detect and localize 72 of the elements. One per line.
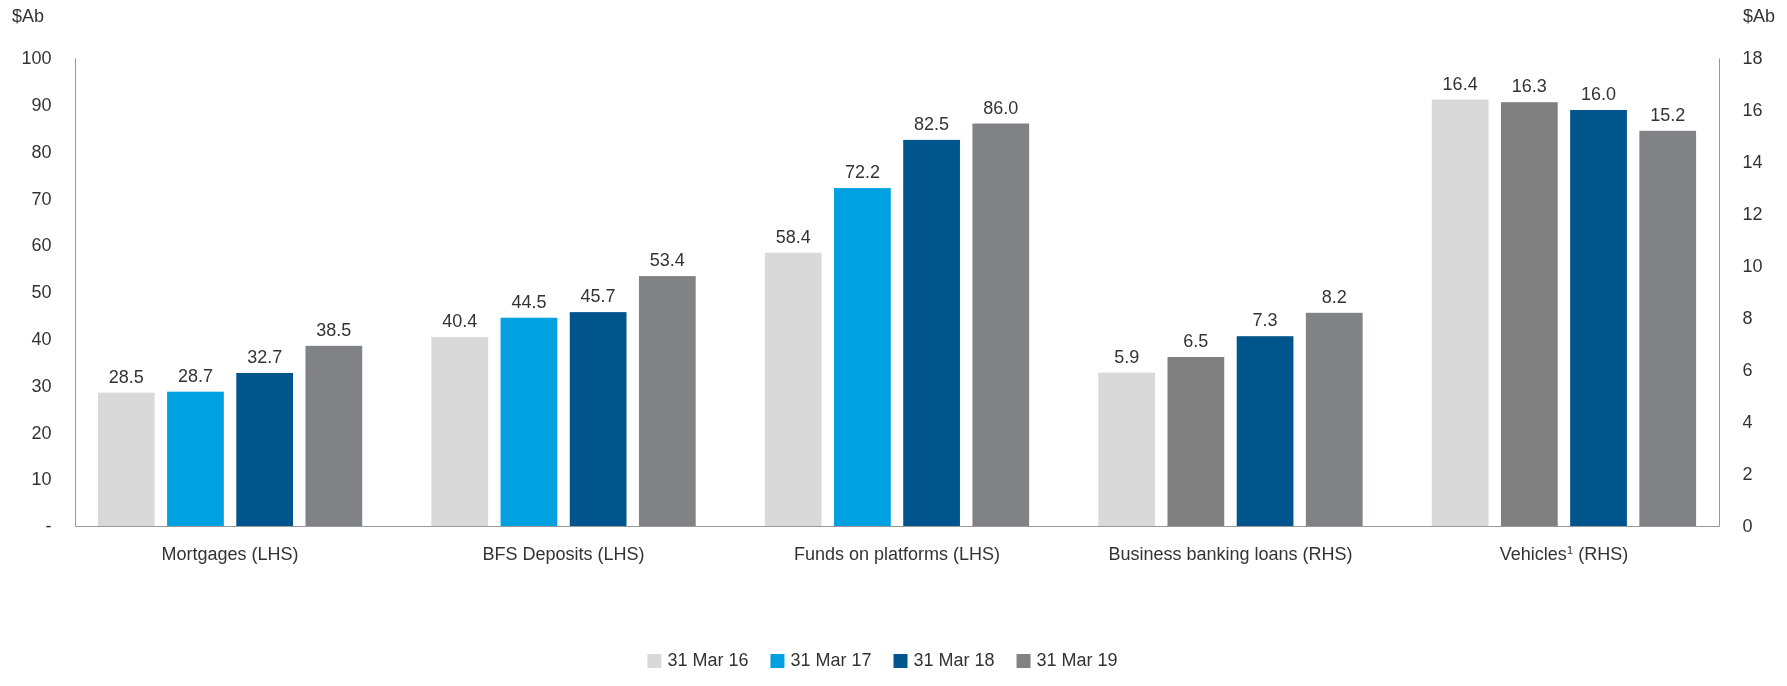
data-label: 53.4 bbox=[649, 250, 685, 271]
x-tick-label: Mortgages (LHS) bbox=[161, 544, 299, 564]
bar bbox=[638, 276, 696, 526]
bar bbox=[1639, 130, 1697, 526]
bar bbox=[97, 392, 155, 526]
y2-tick-label: 8 bbox=[1742, 308, 1753, 329]
y2-tick-label: 12 bbox=[1742, 204, 1763, 225]
data-label: 16.0 bbox=[1581, 84, 1617, 104]
y2-tick-label: 0 bbox=[1742, 516, 1753, 537]
legend-label: 31 Mar 18 bbox=[913, 650, 995, 670]
x-tick-label: Vehicles$^{1}$ (RHS) bbox=[1499, 542, 1629, 564]
data-label: 40.4 bbox=[442, 310, 478, 331]
bar bbox=[1500, 102, 1558, 526]
bar bbox=[305, 345, 363, 526]
data-label: 82.5 bbox=[914, 113, 950, 134]
x-tick-label: BFS Deposits (LHS) bbox=[482, 544, 645, 564]
data-label: 6.5 bbox=[1183, 331, 1209, 351]
data-label: 45.7 bbox=[580, 286, 616, 307]
y2-tick-label: 18 bbox=[1742, 48, 1763, 69]
y2-axis-title: $Ab bbox=[1742, 6, 1775, 26]
data-label: 16.4 bbox=[1442, 73, 1478, 94]
bar bbox=[167, 391, 224, 526]
y-tick-label: 40 bbox=[31, 329, 52, 350]
data-label: 38.5 bbox=[316, 319, 352, 340]
y-tick-label: 30 bbox=[31, 375, 52, 396]
bar bbox=[236, 372, 294, 526]
y-tick-label: 20 bbox=[31, 422, 52, 443]
legend-label: 31 Mar 17 bbox=[790, 650, 872, 670]
data-label: 28.5 bbox=[108, 366, 144, 387]
y-tick-label: - bbox=[45, 516, 52, 537]
x-tick-label: Business banking loans (RHS) bbox=[1108, 544, 1353, 564]
data-label: 58.4 bbox=[775, 226, 811, 247]
bar bbox=[1098, 372, 1156, 526]
y-tick-label: 50 bbox=[31, 282, 52, 303]
data-label: 32.7 bbox=[247, 346, 283, 367]
data-label: 28.7 bbox=[177, 365, 213, 386]
bar bbox=[1236, 336, 1294, 526]
data-label: 72.2 bbox=[844, 162, 880, 183]
bar bbox=[569, 312, 627, 526]
y2-tick-label: 10 bbox=[1742, 256, 1763, 277]
bar bbox=[834, 188, 891, 526]
y-tick-label: 100 bbox=[21, 48, 52, 69]
data-label: 44.5 bbox=[511, 291, 547, 312]
data-label: 15.2 bbox=[1650, 104, 1686, 125]
bar bbox=[972, 123, 1030, 526]
y2-tick-label: 14 bbox=[1742, 152, 1763, 173]
data-label: 16.3 bbox=[1511, 76, 1547, 97]
y2-tick-label: 2 bbox=[1742, 464, 1753, 485]
y-tick-label: 90 bbox=[31, 95, 52, 116]
bar bbox=[1570, 110, 1627, 526]
y-tick-label: 70 bbox=[31, 188, 52, 209]
bar bbox=[1431, 99, 1489, 526]
bar bbox=[431, 336, 489, 526]
y-tick-label: 80 bbox=[31, 141, 52, 162]
data-label: 8.2 bbox=[1321, 286, 1347, 307]
legend-label: 31 Mar 16 bbox=[667, 650, 749, 670]
bar bbox=[1305, 312, 1363, 526]
data-label: 86.0 bbox=[983, 97, 1019, 118]
legend-label: 31 Mar 19 bbox=[1036, 650, 1118, 670]
bar bbox=[764, 252, 822, 526]
y2-tick-label: 4 bbox=[1742, 412, 1753, 433]
y2-tick-label: 6 bbox=[1742, 360, 1753, 381]
data-label: 7.3 bbox=[1252, 310, 1278, 331]
x-tick-label: Funds on platforms (LHS) bbox=[793, 544, 1001, 564]
y-tick-label: 60 bbox=[31, 235, 52, 256]
y-axis-title: $Ab bbox=[12, 6, 45, 26]
data-label: 5.9 bbox=[1114, 346, 1140, 367]
bar bbox=[1167, 357, 1225, 526]
y-tick-label: 10 bbox=[31, 469, 52, 490]
y2-tick-label: 16 bbox=[1742, 100, 1763, 121]
bar bbox=[500, 317, 558, 526]
bar bbox=[903, 139, 960, 526]
